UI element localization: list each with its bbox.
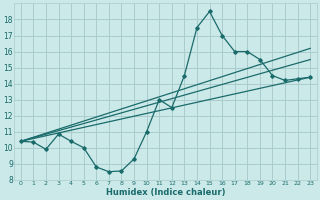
X-axis label: Humidex (Indice chaleur): Humidex (Indice chaleur) <box>106 188 225 197</box>
